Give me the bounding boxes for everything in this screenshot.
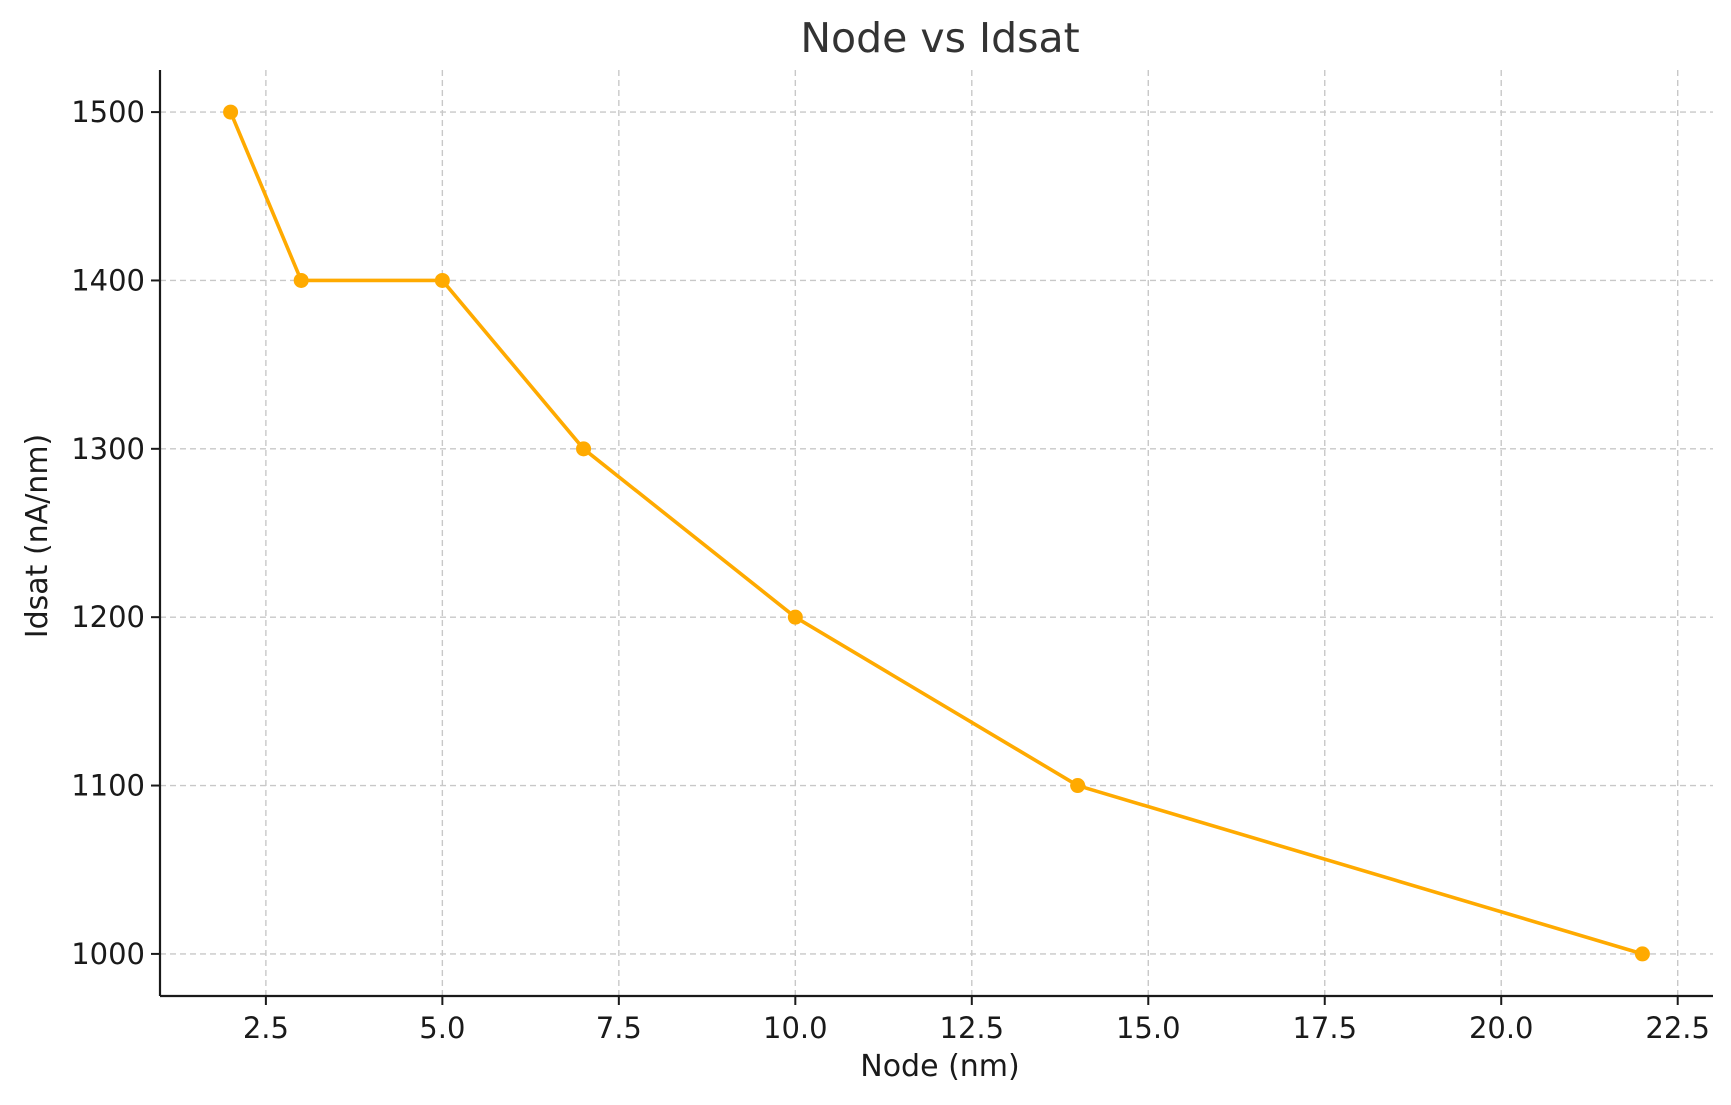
x-axis-label: Node (nm) [860,1049,1019,1084]
x-tick-label: 2.5 [243,1011,289,1045]
y-tick-label: 1300 [71,432,145,466]
x-tick-label: 20.0 [1469,1011,1534,1045]
data-point [434,272,450,288]
y-tick-label: 1500 [71,95,145,129]
x-tick-label: 12.5 [940,1011,1005,1045]
data-point [576,441,592,457]
data-point [293,272,309,288]
data-series [223,104,1650,962]
x-tick-label: 22.5 [1645,1011,1710,1045]
x-tick-label: 17.5 [1292,1011,1357,1045]
y-tick-label: 1100 [71,769,145,803]
y-tick-label: 1000 [71,937,145,971]
data-point [1634,946,1650,962]
chart-title: Node vs Idsat [800,14,1079,62]
x-tick-label: 7.5 [596,1011,642,1045]
data-point [1070,778,1086,794]
x-tick-label: 10.0 [763,1011,828,1045]
axes [151,70,1713,1005]
y-axis-label: Idsat (nA/nm) [20,434,55,639]
grid [160,70,1713,996]
y-tick-label: 1400 [71,263,145,297]
data-point [223,104,239,120]
data-point [787,609,803,625]
x-tick-label: 15.0 [1116,1011,1181,1045]
tick-labels: 2.5 5.0 7.5 10.0 12.5 15.0 17.5 20.0 22.5 1000 110… [71,95,1710,1045]
y-tick-label: 1200 [71,600,145,634]
x-tick-label: 5.0 [419,1011,465,1045]
